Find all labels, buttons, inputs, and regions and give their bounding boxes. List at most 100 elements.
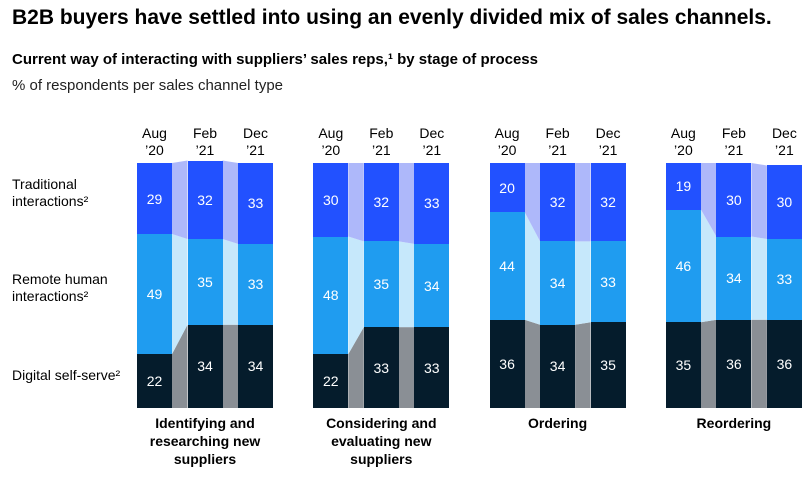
value-label: 33 <box>600 273 616 290</box>
panel-label: Ordering <box>528 415 588 431</box>
value-label: 35 <box>675 357 692 374</box>
bar-segment <box>590 241 626 323</box>
connector <box>575 241 591 325</box>
bar-segment <box>363 241 399 328</box>
value-label: 32 <box>549 194 566 211</box>
value-label: 33 <box>776 271 793 288</box>
bar-segment <box>238 243 273 325</box>
bar-segment <box>363 327 399 408</box>
bar-segment <box>540 163 576 242</box>
connector <box>700 319 717 408</box>
value-label: 36 <box>776 355 793 372</box>
value-label: 32 <box>197 191 213 208</box>
bar-segment <box>313 163 349 237</box>
category-label: Dec ’21 <box>419 125 445 158</box>
value-label: 46 <box>675 257 692 274</box>
value-label: 36 <box>499 355 515 372</box>
connector <box>398 241 415 328</box>
value-label: 48 <box>323 287 339 304</box>
connector <box>222 160 238 244</box>
category-label: Aug ’20 <box>142 125 167 158</box>
value-label: 32 <box>373 194 390 211</box>
category-label: Dec ’21 <box>243 125 268 158</box>
bar-segment <box>590 322 626 408</box>
connector <box>348 163 364 242</box>
value-label: 35 <box>600 357 616 374</box>
value-label: 22 <box>146 373 163 390</box>
connector <box>172 234 188 355</box>
value-label: 44 <box>499 257 515 274</box>
bar-segment <box>187 160 223 239</box>
bar-segment <box>716 319 752 408</box>
bar-segment <box>313 354 349 408</box>
value-label: 30 <box>776 194 793 211</box>
panel-label: Considering and evaluating new suppliers <box>326 415 437 467</box>
connector <box>575 322 591 408</box>
value-label: 34 <box>549 358 566 375</box>
bar-segment <box>540 324 576 408</box>
connector <box>172 324 188 408</box>
legend-label: Digital self-serve² <box>12 366 121 383</box>
category-label: Dec ’21 <box>771 125 797 158</box>
category-label: Aug ’20 <box>494 125 520 158</box>
bar-segment <box>716 236 752 320</box>
value-label: 34 <box>247 358 264 375</box>
connector <box>751 163 767 239</box>
value-label: 34 <box>424 277 440 294</box>
value-label: 49 <box>146 286 163 303</box>
bar-segment <box>137 163 172 235</box>
legend-label: Remote human interactions² <box>12 271 108 305</box>
value-label: 34 <box>726 270 742 287</box>
value-label: 34 <box>197 358 213 375</box>
value-label: 33 <box>424 195 440 212</box>
bar-segment <box>414 243 450 328</box>
value-label: 33 <box>424 359 440 376</box>
bar-segment <box>187 238 223 325</box>
connector <box>222 238 238 325</box>
value-label: 35 <box>373 276 390 293</box>
bar-segment <box>187 324 223 408</box>
bar-segment <box>363 163 399 242</box>
bar-segment <box>665 163 701 210</box>
bar-segment <box>766 319 802 408</box>
category-label: Feb ’21 <box>192 125 218 158</box>
connector <box>751 236 767 320</box>
bar-segment <box>540 241 576 325</box>
bar-segment <box>238 163 273 244</box>
bar-segment <box>489 319 525 408</box>
chart-title: B2B buyers have settled into using an ev… <box>12 6 772 29</box>
value-label: 35 <box>197 273 213 290</box>
legend-label: Traditional interactions² <box>12 175 89 209</box>
connector <box>222 324 238 408</box>
connector <box>700 163 717 237</box>
panel-label: Reordering <box>696 415 772 431</box>
value-label: 19 <box>675 178 692 195</box>
bar-segment <box>766 165 802 239</box>
connector <box>751 319 767 408</box>
value-label: 34 <box>549 275 566 292</box>
panel-label: Identifying and researching new supplier… <box>149 415 261 467</box>
bar-segment <box>313 236 349 355</box>
value-label: 32 <box>600 194 616 211</box>
bar-segment <box>414 163 450 244</box>
connector <box>348 236 364 355</box>
connector <box>348 327 364 408</box>
bar-segment <box>238 324 273 408</box>
bar-segment <box>137 354 172 408</box>
connector <box>398 327 415 408</box>
category-label: Feb ’21 <box>369 125 394 158</box>
connector <box>700 209 717 323</box>
value-label: 33 <box>247 276 264 293</box>
connector <box>524 319 541 408</box>
connector <box>575 163 591 242</box>
bar-segment <box>489 212 525 320</box>
value-label: 33 <box>373 359 390 376</box>
connector <box>398 163 415 244</box>
bar-segment <box>716 163 752 237</box>
bar-segment <box>665 209 701 323</box>
bar-segment <box>137 234 172 355</box>
value-label: 33 <box>247 195 264 212</box>
bar-segment <box>590 163 626 242</box>
value-label: 30 <box>726 191 742 208</box>
